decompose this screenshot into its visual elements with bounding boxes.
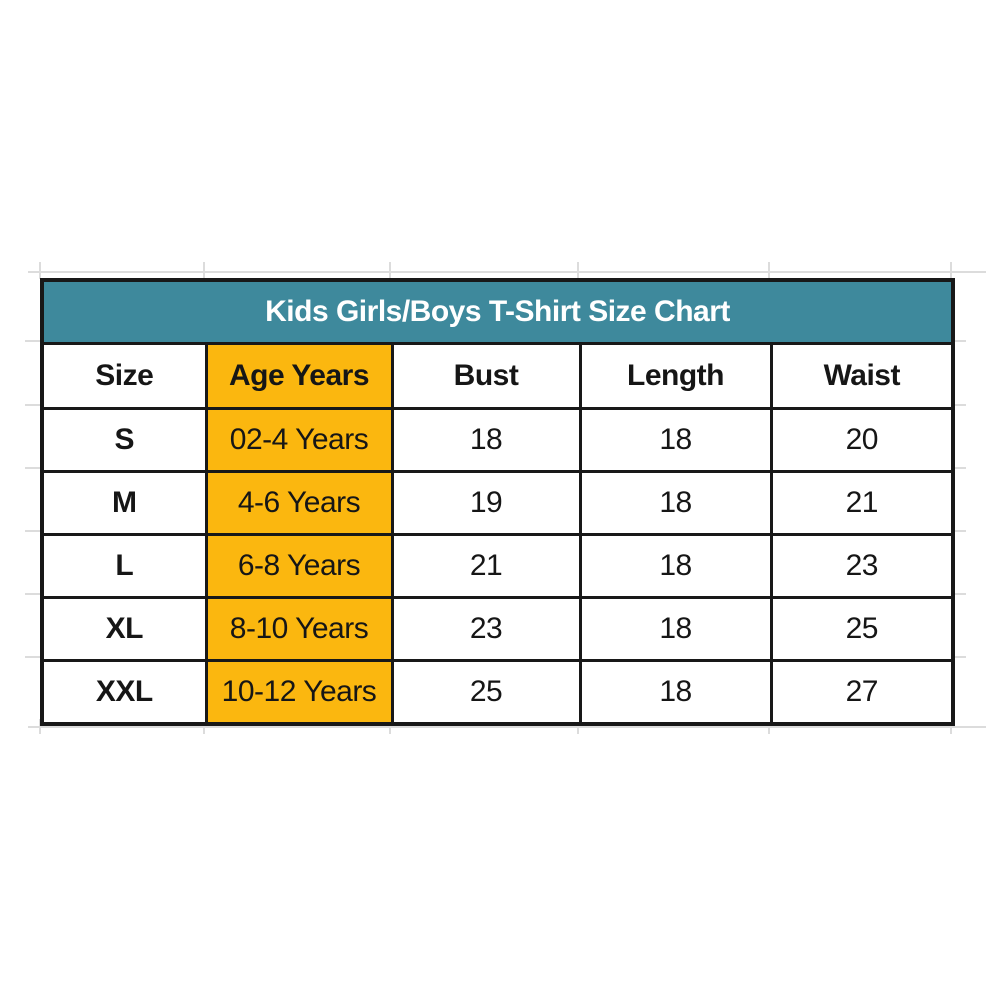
cell-waist: 25	[769, 596, 955, 662]
column-header-length: Length	[578, 342, 773, 410]
table-title: Kids Girls/Boys T-Shirt Size Chart	[40, 278, 955, 345]
table-row-s: S 02-4 Years 18 18 20	[40, 407, 955, 473]
gridline-stub	[768, 719, 770, 734]
gridline-stub	[25, 593, 40, 595]
column-header-age-years: Age Years	[204, 342, 394, 410]
gridline-stub	[951, 340, 966, 342]
gridline-stub	[25, 340, 40, 342]
cell-waist: 21	[769, 470, 955, 536]
cell-size: XXL	[40, 659, 208, 726]
column-header-bust: Bust	[390, 342, 582, 410]
gridline-stub	[203, 262, 205, 279]
cell-bust: 21	[390, 533, 582, 599]
cell-bust: 18	[390, 407, 582, 473]
cell-waist: 20	[769, 407, 955, 473]
gridline-stub	[951, 656, 966, 658]
cell-age: 10-12 Years	[204, 659, 394, 726]
gridline-stub	[950, 719, 952, 734]
gridline-stub	[25, 656, 40, 658]
cell-age: 6-8 Years	[204, 533, 394, 599]
gridline-stub	[39, 262, 41, 279]
table-row-xl: XL 8-10 Years 23 18 25	[40, 596, 955, 662]
cell-size: S	[40, 407, 208, 473]
gridline-stub	[25, 530, 40, 532]
cell-age: 02-4 Years	[204, 407, 394, 473]
gridline-stub	[389, 262, 391, 279]
cell-length: 18	[578, 596, 773, 662]
gridline-stub	[768, 262, 770, 279]
gridline-stub	[951, 530, 966, 532]
cell-bust: 25	[390, 659, 582, 726]
table-title-row: Kids Girls/Boys T-Shirt Size Chart	[40, 278, 955, 345]
cell-age: 4-6 Years	[204, 470, 394, 536]
cell-length: 18	[578, 470, 773, 536]
table-row-m: M 4-6 Years 19 18 21	[40, 470, 955, 536]
table-row-xxl: XXL 10-12 Years 25 18 27	[40, 659, 955, 726]
gridline-stub	[950, 262, 952, 279]
cell-waist: 23	[769, 533, 955, 599]
gridline-stub	[39, 719, 41, 734]
column-header-waist: Waist	[769, 342, 955, 410]
table-row-l: L 6-8 Years 21 18 23	[40, 533, 955, 599]
gridline-stub	[951, 593, 966, 595]
gridline-stub	[203, 719, 205, 734]
gridline-stub	[25, 467, 40, 469]
cell-bust: 19	[390, 470, 582, 536]
gridline-stub	[577, 262, 579, 279]
cell-length: 18	[578, 659, 773, 726]
cell-length: 18	[578, 533, 773, 599]
table-header-row: Size Age Years Bust Length Waist	[40, 342, 955, 410]
cell-size: L	[40, 533, 208, 599]
cell-length: 18	[578, 407, 773, 473]
gridline-stub	[951, 467, 966, 469]
gridline	[28, 271, 986, 273]
gridline-stub	[577, 719, 579, 734]
gridline	[28, 726, 986, 728]
size-chart-table: Kids Girls/Boys T-Shirt Size Chart Size …	[40, 278, 956, 726]
gridline-stub	[951, 404, 966, 406]
gridline-stub	[25, 404, 40, 406]
gridline-stub	[389, 719, 391, 734]
cell-bust: 23	[390, 596, 582, 662]
cell-waist: 27	[769, 659, 955, 726]
cell-size: M	[40, 470, 208, 536]
cell-size: XL	[40, 596, 208, 662]
cell-age: 8-10 Years	[204, 596, 394, 662]
column-header-size: Size	[40, 342, 208, 410]
